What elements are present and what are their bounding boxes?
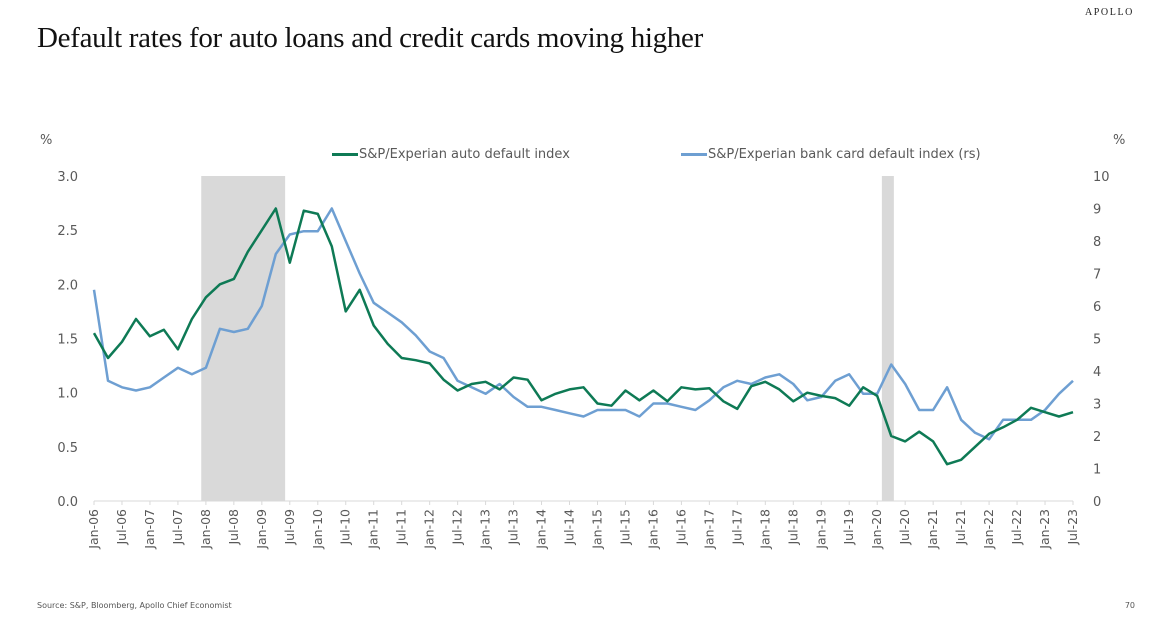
y-left-tick-label: 0.0 [57,495,78,510]
y-left-tick-label: 1.0 [57,387,78,402]
chart-series [92,207,1074,466]
x-tick-label: Jan-14 [534,509,549,550]
y-left-tick-label: 2.0 [57,278,78,293]
page-number: 70 [1124,601,1135,610]
y-right-tick-label: 4 [1093,365,1101,380]
x-tick-label: Jan-22 [981,509,996,550]
legend-label-auto: S&P/Experian auto default index [359,147,570,162]
y-left-tick-label: 1.5 [57,333,78,348]
x-tick-label: Jul-21 [953,509,968,546]
y-right-tick-label: 8 [1093,235,1101,250]
y-right-tick-label: 3 [1093,398,1101,413]
x-tick-label: Jul-12 [450,509,465,546]
source-note: Source: S&P, Bloomberg, Apollo Chief Eco… [37,601,232,610]
x-tick-label: Jan-15 [589,509,604,550]
x-tick-label: Jan-11 [366,509,381,550]
x-tick-label: Jan-19 [813,509,828,550]
x-tick-label: Jan-09 [254,509,269,550]
legend-item-auto: S&P/Experian auto default index [332,147,570,162]
x-tick-label: Jan-23 [1037,509,1052,550]
x-tick-label: Jan-13 [478,509,493,550]
left-axis-unit: % [40,133,53,148]
x-tick-label: Jul-20 [897,509,912,546]
y-right-tick-label: 0 [1093,495,1101,510]
y-left-tick-label: 0.5 [57,441,78,456]
x-tick-label: Jan-20 [869,509,884,550]
x-tick-label: Jan-06 [86,509,101,550]
y-left-tick-label: 3.0 [57,170,78,185]
y-right-tick-label: 5 [1093,333,1101,348]
y-right-tick-label: 6 [1093,300,1101,315]
x-tick-label: Jul-10 [338,509,353,546]
x-tick-label: Jan-21 [925,509,940,550]
x-tick-label: Jan-18 [757,509,772,550]
x-tick-label: Jul-16 [673,509,688,546]
x-tick-label: Jan-07 [142,509,157,550]
x-tick-label: Jul-06 [114,509,129,546]
brand-logo: APOLLO [1084,7,1134,18]
x-tick-label: Jul-14 [562,509,577,546]
y-left-tick-label: 2.5 [57,224,78,239]
x-tick-label: Jan-08 [198,509,213,550]
y-right-tick-label: 7 [1093,268,1101,283]
legend-swatch-bank-card [681,153,707,156]
y-right-tick-label: 10 [1093,170,1110,185]
recession-band [881,176,894,501]
x-tick-label: Jul-15 [617,509,632,546]
bank-card-default-line [92,207,1074,441]
x-tick-label: Jul-17 [729,509,744,546]
x-tick-label: Jul-11 [394,509,409,546]
x-tick-label: Jan-10 [310,509,325,550]
right-axis-unit: % [1113,133,1126,148]
x-tick-label: Jul-23 [1065,509,1080,546]
y-right-tick-label: 9 [1093,203,1101,218]
auto-default-line [92,207,1074,466]
legend-item-bank-card: S&P/Experian bank card default index (rs… [681,147,981,162]
chart-axes: 0.0 0.5 1.0 1.5 2.0 2.5 3.0 0 1 2 3 4 5 6 7 8 9 10 Jan-06 J… [57,170,1109,550]
recession-band [201,176,286,501]
x-tick-label: Jan-12 [422,509,437,550]
x-tick-label: Jul-22 [1009,509,1024,546]
recession-shading [201,176,894,501]
legend-swatch-auto [332,153,358,156]
x-tick-label: Jul-09 [282,509,297,546]
x-tick-label: Jul-19 [841,509,856,546]
x-tick-label: Jul-13 [506,509,521,546]
x-tick-label: Jan-17 [701,509,716,550]
x-tick-label: Jan-16 [645,509,660,550]
x-tick-label: Jul-18 [785,509,800,546]
legend-label-bank-card: S&P/Experian bank card default index (rs… [708,147,981,162]
x-tick-label: Jul-07 [170,509,185,546]
page-title: Default rates for auto loans and credit … [37,22,703,54]
y-right-tick-label: 2 [1093,430,1101,445]
x-tick-label: Jul-08 [226,509,241,546]
y-right-tick-label: 1 [1093,463,1101,478]
